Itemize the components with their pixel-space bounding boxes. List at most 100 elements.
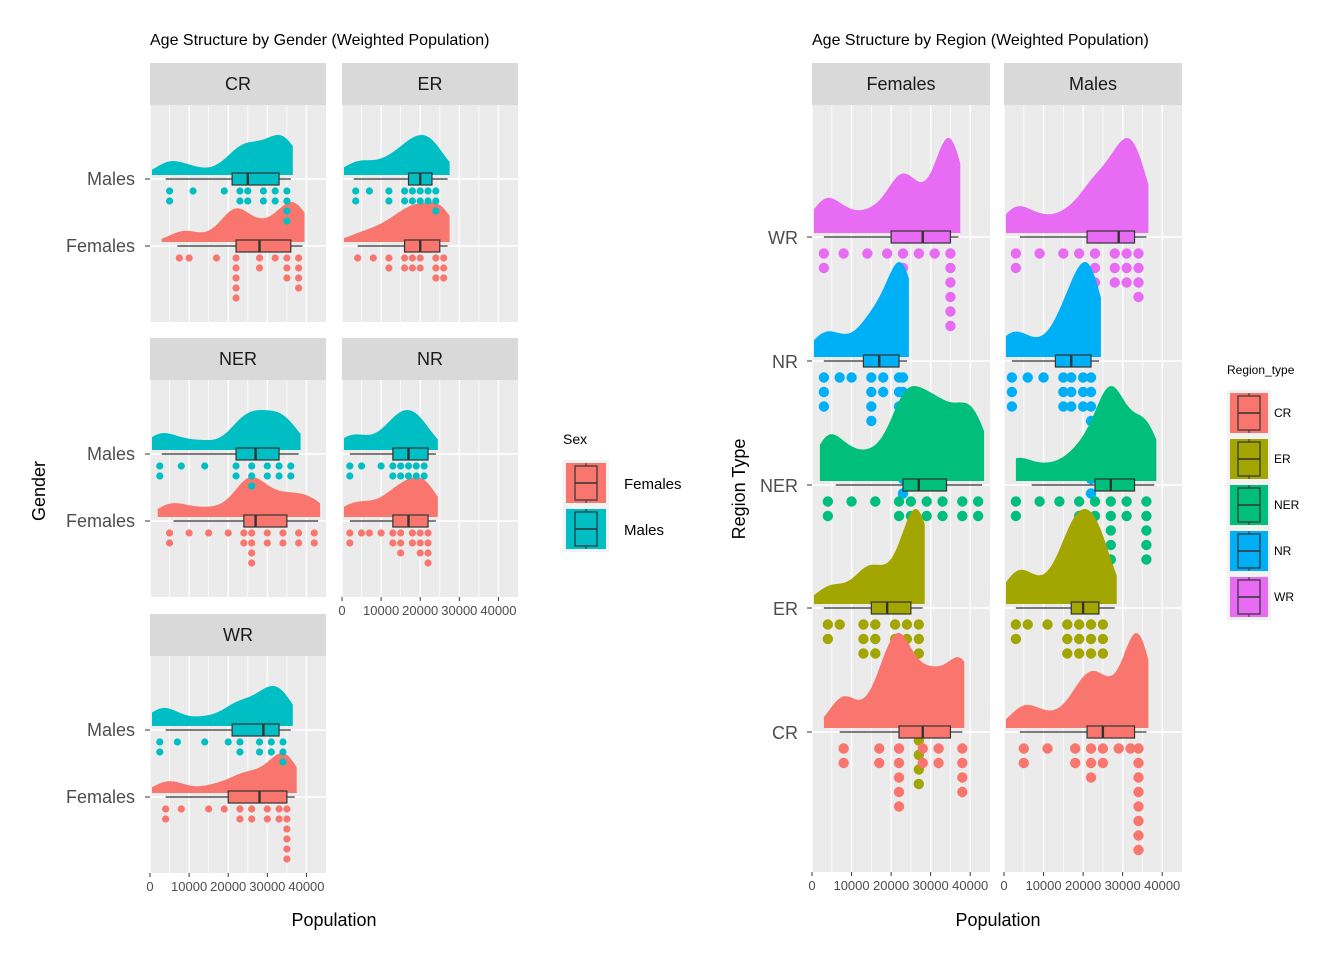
x-tick-label: 30000	[249, 879, 285, 894]
dot-point	[1105, 510, 1117, 522]
dot-point	[1058, 372, 1069, 383]
dot-point	[165, 197, 174, 205]
box	[1086, 725, 1136, 739]
density-area	[344, 410, 438, 450]
x-tick-label: 0	[1000, 878, 1007, 893]
dot-point	[945, 306, 956, 317]
dot-point	[440, 274, 448, 282]
dot-point	[397, 539, 405, 547]
legend: Sex Females Males	[563, 431, 682, 552]
dot-point	[822, 633, 834, 645]
dot-point	[1097, 648, 1109, 659]
facet-strip-label: NER	[219, 349, 257, 369]
dot-point	[866, 401, 877, 412]
dot-point	[913, 248, 924, 259]
dot-point	[432, 187, 440, 195]
dot-point	[248, 472, 256, 480]
raincloud-group-wr	[1006, 138, 1149, 303]
dot-point	[248, 805, 256, 813]
dot-point	[397, 462, 405, 470]
x-tick-label: 20000	[402, 603, 438, 618]
dot-point	[945, 248, 956, 259]
dot-point	[385, 187, 393, 195]
density-area	[152, 410, 301, 450]
dot-point	[1038, 372, 1049, 383]
dot-point	[283, 805, 291, 813]
dot-point	[365, 187, 373, 195]
dot-point	[1077, 372, 1089, 383]
box	[403, 239, 441, 253]
facet-strip-label: Males	[1069, 74, 1117, 94]
dot-point	[244, 197, 252, 205]
dot-point	[255, 264, 264, 272]
dot-point	[248, 529, 256, 537]
chart-by-gender: Age Structure by Gender (Weighted Popula…	[29, 32, 682, 930]
facet-strip-label: CR	[225, 74, 251, 94]
dot-point	[440, 254, 448, 262]
dot-point	[408, 539, 416, 547]
dot-point	[397, 549, 405, 557]
dot-point	[1054, 496, 1065, 507]
facet-strip	[150, 338, 326, 380]
dot-point	[862, 248, 873, 259]
dot-point	[1121, 248, 1132, 259]
density-area	[814, 138, 961, 233]
dot-point	[232, 274, 240, 282]
dot-point	[846, 372, 857, 383]
dot-point	[404, 472, 413, 480]
dot-point	[858, 633, 869, 645]
dot-point	[957, 496, 968, 507]
dot-point	[1066, 386, 1077, 398]
dot-point	[893, 786, 905, 798]
dot-point	[263, 529, 271, 537]
box	[1086, 230, 1136, 244]
dot-point	[1085, 619, 1097, 630]
facet-strip	[1004, 63, 1182, 105]
dot-point	[400, 187, 409, 195]
facet-panel-nr: NR 0 10000 20000 30000 40000	[338, 338, 518, 618]
facet-strip-label: NR	[417, 349, 443, 369]
dot-point	[259, 197, 268, 205]
x-tick-label: 30000	[1105, 878, 1141, 893]
facet-panel-ner: NER Males Females	[66, 338, 326, 597]
dot-point	[201, 738, 209, 746]
raincloud-group-males	[344, 135, 450, 215]
dot-point	[416, 187, 424, 195]
dot-point	[271, 254, 279, 262]
dot-point	[412, 462, 420, 470]
dot-point	[408, 529, 416, 537]
dot-point	[1070, 743, 1081, 754]
dot-point	[385, 254, 393, 262]
dot-point	[232, 294, 240, 302]
dot-point	[240, 539, 248, 547]
dot-point	[1034, 496, 1045, 507]
x-tick-label: 20000	[1065, 878, 1101, 893]
dot-point	[295, 274, 303, 282]
dot-point	[917, 757, 928, 769]
raincloud-group-ner	[1010, 386, 1157, 594]
dot-point	[279, 738, 287, 746]
dot-point	[385, 264, 393, 272]
dot-point	[424, 559, 432, 567]
dot-point	[818, 386, 830, 398]
dot-point	[232, 254, 240, 262]
box	[231, 172, 280, 186]
dot-point	[1006, 372, 1018, 383]
dot-point	[408, 264, 416, 272]
dot-point	[165, 187, 174, 195]
x-tick-label: 40000	[952, 878, 988, 893]
chart-by-region: Age Structure by Region (Weighted Popula…	[729, 32, 1300, 930]
dot-point	[346, 462, 354, 470]
dot-point	[870, 496, 881, 507]
dot-point	[1018, 757, 1029, 769]
dot-point	[1097, 619, 1109, 630]
dot-point	[177, 462, 185, 470]
dot-point	[818, 401, 830, 412]
dot-point	[220, 805, 228, 813]
dot-point	[1097, 757, 1109, 769]
dot-point	[201, 462, 209, 470]
dot-point	[834, 619, 845, 630]
dot-point	[1113, 743, 1124, 754]
dot-point	[957, 772, 968, 783]
